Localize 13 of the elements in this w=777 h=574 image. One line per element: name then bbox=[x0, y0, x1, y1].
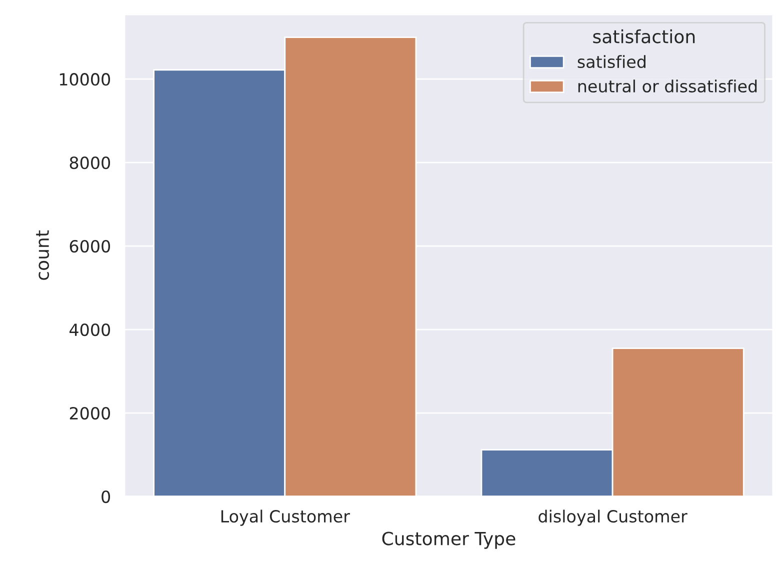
y-tick-label: 6000 bbox=[70, 240, 110, 253]
y-axis-title: count bbox=[36, 230, 50, 280]
legend-label: satisfied bbox=[578, 55, 646, 68]
legend-title: satisfaction bbox=[593, 29, 695, 44]
y-tick-label: 4000 bbox=[70, 323, 110, 336]
y-tick-label: 2000 bbox=[70, 406, 110, 420]
x-axis-title: Customer Type bbox=[382, 532, 516, 549]
y-tick-label: 10000 bbox=[60, 73, 110, 86]
x-tick-label: Loyal Customer bbox=[221, 510, 350, 526]
x-tick-label: disloyal Customer bbox=[538, 510, 688, 526]
legend-label: neutral or dissatisfied bbox=[578, 80, 757, 93]
y-tick-label: 0 bbox=[102, 490, 110, 504]
y-tick-label: 8000 bbox=[70, 156, 110, 170]
